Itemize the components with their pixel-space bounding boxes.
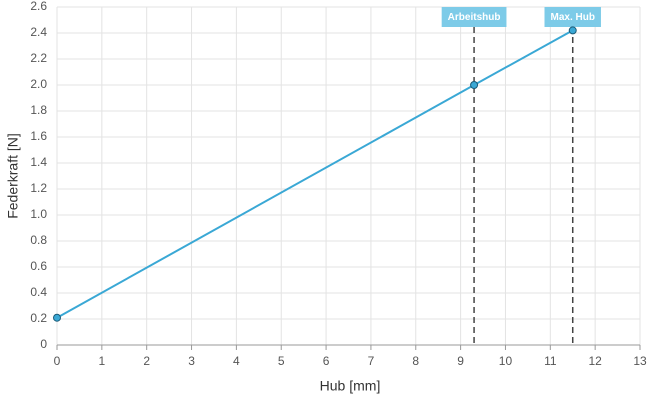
x-tick-label: 9	[457, 354, 464, 368]
annotation-box	[544, 7, 601, 27]
x-tick-label: 7	[368, 354, 375, 368]
data-point	[53, 313, 61, 322]
y-tick-label: 2.2	[30, 51, 47, 65]
x-tick-label: 1	[99, 354, 106, 368]
x-tick-label: 10	[499, 354, 513, 368]
x-tick-label: 5	[278, 354, 285, 368]
y-tick-label: 0	[40, 337, 47, 351]
y-tick-label: 0.2	[30, 311, 47, 325]
annotation-label: Arbeitshub	[448, 12, 501, 23]
x-tick-label: 6	[323, 354, 330, 368]
x-tick-label: 4	[233, 354, 240, 368]
x-tick-label: 11	[544, 354, 557, 368]
y-tick-label: 1.6	[30, 129, 47, 143]
y-tick-label: 1.0	[30, 207, 47, 221]
data-point	[470, 81, 479, 89]
y-tick-label: 2.0	[30, 77, 47, 91]
annotation-label: Max. Hub	[551, 12, 595, 23]
data-point	[568, 26, 577, 35]
x-tick-label: 2	[143, 354, 150, 368]
y-tick-label: 1.8	[30, 103, 47, 117]
annotation: Arbeitshub	[441, 7, 507, 27]
y-axis-label: Federkraft [N]	[5, 133, 21, 219]
y-tick-label: 2.6	[30, 0, 47, 13]
y-tick-label: 0.6	[30, 259, 47, 273]
x-tick-label: 3	[188, 354, 195, 368]
annotation-box	[441, 7, 507, 27]
y-tick-label: 2.4	[30, 25, 47, 39]
x-tick-label: 13	[633, 354, 647, 368]
x-axis-label: Hub [mm]	[320, 378, 381, 394]
y-tick-label: 0.8	[30, 233, 47, 247]
y-tick-label: 0.4	[30, 285, 47, 299]
y-tick-label: 1.2	[30, 181, 47, 195]
x-tick-label: 8	[412, 354, 419, 368]
x-tick-label: 12	[588, 354, 602, 368]
x-tick-label: 0	[54, 354, 61, 368]
series-line	[56, 29, 574, 319]
annotation: Max. Hub	[544, 7, 601, 27]
y-tick-label: 1.4	[30, 155, 47, 169]
